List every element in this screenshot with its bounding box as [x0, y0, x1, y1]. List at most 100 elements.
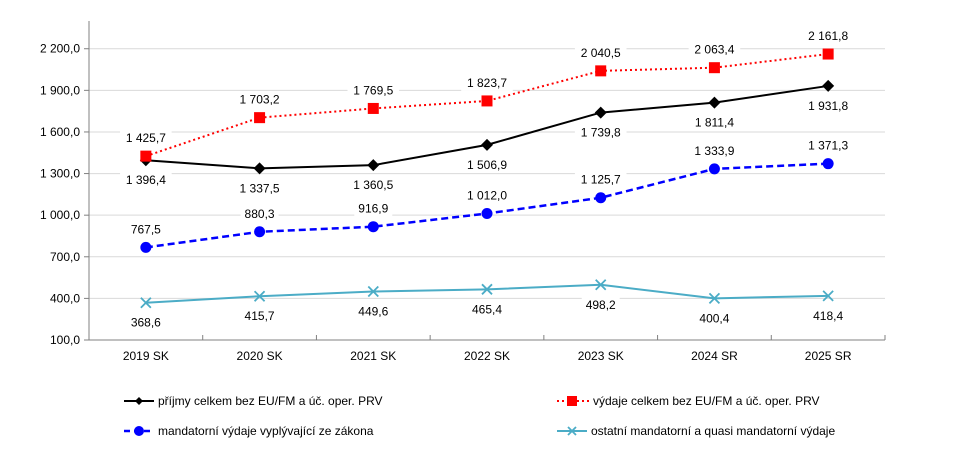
data-label: 1 012,0 — [467, 189, 507, 203]
data-label: 880,3 — [245, 207, 275, 221]
data-label: 1 337,5 — [240, 181, 280, 195]
data-label-bg — [240, 308, 279, 325]
data-point-x — [367, 285, 379, 298]
data-label: 2 161,8 — [808, 29, 848, 43]
data-label-bg — [461, 187, 513, 204]
legend-marker-circle-icon — [124, 426, 154, 436]
data-label-bg — [347, 177, 400, 194]
y-tick-label: 700,0 — [50, 250, 80, 264]
data-label-bg — [126, 221, 165, 238]
data-label-bg — [802, 137, 854, 154]
x-tick-label: 2022 SK — [464, 349, 510, 363]
data-label: 498,2 — [586, 298, 616, 312]
data-point-x — [708, 292, 721, 304]
legend-marker-square-icon — [557, 396, 589, 406]
data-label-bg — [347, 82, 400, 99]
axes — [88, 21, 885, 341]
x-tick-label: 2024 SR — [691, 349, 738, 363]
data-label-bg — [688, 41, 741, 58]
data-point-x — [595, 279, 607, 291]
data-point-x — [822, 290, 834, 302]
x-tick-label: 2020 SK — [237, 349, 283, 363]
data-label: 1 931,8 — [808, 99, 848, 113]
data-label: 1 125,7 — [581, 173, 621, 187]
data-label: 1 703,2 — [240, 93, 280, 107]
y-tick-label: 400,0 — [50, 291, 80, 305]
data-point-circle — [140, 241, 152, 253]
data-point-x — [253, 290, 266, 302]
series-line-3 — [145, 283, 829, 304]
data-point-square — [140, 150, 152, 162]
data-point-square — [595, 65, 607, 77]
data-label-bg — [233, 91, 286, 108]
data-point-circle — [481, 208, 493, 220]
data-label: 1 396,4 — [126, 173, 166, 187]
series-line-2 — [145, 162, 829, 249]
data-label-bg — [574, 124, 627, 141]
data-point-square — [708, 62, 720, 74]
data-label-bg — [809, 307, 848, 324]
data-label-bg — [233, 180, 286, 197]
data-label: 449,6 — [358, 305, 388, 319]
y-tick-label: 1 000,0 — [40, 208, 80, 222]
data-label: 1 506,9 — [467, 158, 507, 172]
data-label-bg — [126, 314, 165, 331]
data-point-x — [481, 283, 493, 295]
data-point-square — [254, 112, 266, 124]
data-label: 1 769,5 — [353, 83, 393, 97]
x-axis-ticks: 2019 SK 2020 SK 2021 SK 2022 SK 2023 SK 2024 … — [88, 335, 886, 363]
data-label-bg — [581, 296, 620, 313]
y-tick-label: 1 900,0 — [40, 83, 80, 97]
data-point-square — [822, 48, 834, 60]
legend-label: mandatorní výdaje vyplývající ze zákona — [158, 424, 374, 438]
data-label: 465,4 — [472, 302, 502, 316]
legend-item-ostatni: ostatní mandatorní a quasi mandatorní vý… — [556, 424, 835, 438]
data-label: 2 063,4 — [694, 43, 734, 57]
legend-label: výdaje celkem bez EU/FM a úč. oper. PRV — [593, 394, 820, 408]
data-label: 1 360,5 — [353, 178, 393, 192]
data-labels: 1 396,4 1 337,5 1 360,5 1 506,9 1 739,8 1 811… — [120, 28, 854, 331]
data-label: 400,4 — [699, 311, 729, 325]
data-label: 418,4 — [813, 309, 843, 323]
data-label: 415,7 — [245, 309, 275, 323]
data-label-bg — [802, 97, 854, 114]
y-tick-label: 100,0 — [50, 333, 80, 347]
data-label-bg — [574, 171, 627, 188]
data-label-bg — [354, 200, 393, 217]
data-label: 1 425,7 — [126, 131, 166, 145]
y-tick-label: 1 600,0 — [40, 125, 80, 139]
legend-label: ostatní mandatorní a quasi mandatorní vý… — [591, 424, 836, 438]
data-label: 368,6 — [131, 316, 161, 330]
data-point-square — [481, 95, 493, 107]
legend-label: příjmy celkem bez EU/FM a úč. oper. PRV — [158, 394, 383, 408]
data-label-bg — [802, 28, 854, 45]
data-label: 2 040,5 — [581, 46, 621, 60]
legend-item-mandatorni: mandatorní výdaje vyplývající ze zákona — [123, 424, 373, 438]
data-label-bg — [354, 303, 393, 320]
legend-marker-diamond-icon — [124, 397, 154, 405]
data-point-diamond — [708, 96, 721, 109]
series-group — [139, 48, 835, 309]
data-label: 1 371,3 — [808, 139, 848, 153]
data-point-circle — [708, 163, 720, 175]
data-point-diamond — [367, 159, 380, 172]
x-tick-label: 2023 SK — [578, 349, 624, 363]
data-point-diamond — [594, 106, 607, 119]
data-label-bg — [468, 301, 506, 318]
data-label-bg — [574, 44, 627, 61]
data-label: 916,9 — [358, 202, 388, 216]
legend-marker-x-icon — [557, 426, 587, 436]
data-point-square — [367, 102, 379, 114]
x-tick-label: 2021 SK — [350, 349, 396, 363]
y-tick-label: 1 300,0 — [40, 167, 80, 181]
data-point-x — [140, 297, 152, 309]
data-point-circle — [254, 226, 266, 238]
data-point-diamond — [822, 79, 835, 92]
data-label-bg — [240, 205, 279, 222]
data-label-bg — [120, 130, 172, 147]
data-label-bg — [461, 74, 513, 91]
data-point-diamond — [481, 138, 493, 151]
data-label-bg — [120, 172, 172, 189]
data-point-diamond — [253, 162, 266, 175]
